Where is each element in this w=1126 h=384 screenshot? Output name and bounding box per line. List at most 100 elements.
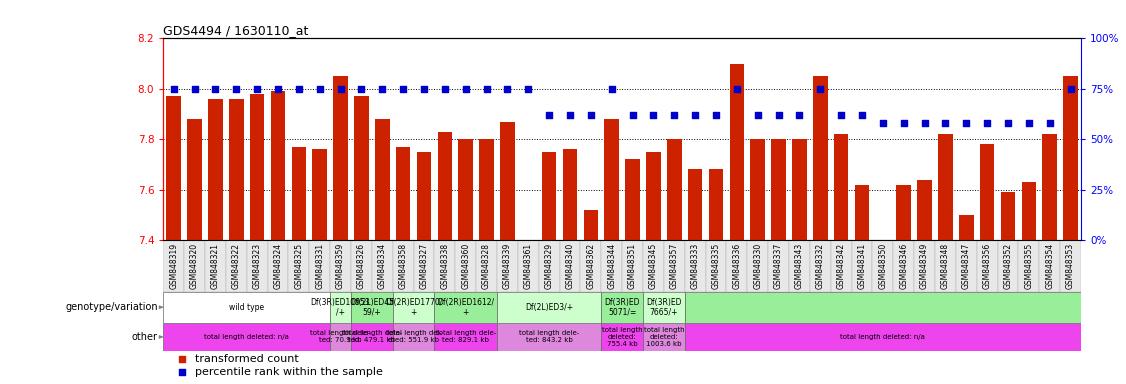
Bar [497,240,518,292]
Bar [813,76,828,240]
Bar [163,292,330,323]
Bar [706,240,726,292]
Text: total length dele-
ted: 843.2 kb: total length dele- ted: 843.2 kb [519,331,579,343]
Point [499,86,517,92]
Bar [580,240,601,292]
Bar [1043,134,1057,240]
Text: GSM848350: GSM848350 [878,243,887,289]
Bar [247,240,268,292]
Point [186,86,204,92]
Bar [393,292,435,323]
Bar [351,292,393,323]
Point [289,86,307,92]
Bar [393,323,435,351]
Point [686,112,704,118]
Text: genotype/variation: genotype/variation [65,302,158,312]
Point [172,356,190,362]
Text: transformed count: transformed count [196,354,300,364]
Text: GSM848332: GSM848332 [815,243,824,289]
Text: percentile rank within the sample: percentile rank within the sample [196,367,383,377]
Text: GSM848339: GSM848339 [503,243,512,289]
Text: GSM848353: GSM848353 [1066,243,1075,289]
Text: GSM848322: GSM848322 [232,243,241,289]
Text: total length
deleted:
755.4 kb: total length deleted: 755.4 kb [601,327,643,347]
Text: GSM848319: GSM848319 [169,243,178,289]
Bar [1060,240,1081,292]
Bar [750,139,765,240]
Point [957,120,975,126]
Bar [792,139,806,240]
Point [311,86,329,92]
Text: GSM848342: GSM848342 [837,243,846,289]
Bar [497,292,601,323]
Bar [685,240,706,292]
Text: GSM848323: GSM848323 [252,243,261,289]
Bar [270,91,285,240]
Bar [748,240,768,292]
Text: Df(3R)ED10953
/+: Df(3R)ED10953 /+ [311,298,370,317]
Text: GSM848336: GSM848336 [732,243,741,289]
Text: GSM848337: GSM848337 [774,243,783,289]
Bar [622,240,643,292]
Point [172,369,190,375]
Bar [497,323,601,351]
Text: total length dele-
ted: 70.9 kb: total length dele- ted: 70.9 kb [311,331,370,343]
Point [352,86,370,92]
Text: GSM848340: GSM848340 [565,243,574,289]
Bar [167,96,181,240]
Bar [708,169,723,240]
Bar [893,240,914,292]
Bar [310,240,330,292]
Bar [268,240,288,292]
Text: GSM848354: GSM848354 [1045,243,1054,289]
Point [769,112,787,118]
Bar [938,134,953,240]
Bar [163,240,185,292]
Text: GSM848349: GSM848349 [920,243,929,289]
Bar [976,240,998,292]
Text: GSM848333: GSM848333 [690,243,699,289]
Bar [646,152,661,240]
Point [790,112,808,118]
Text: GSM848345: GSM848345 [649,243,658,289]
Point [394,86,412,92]
Bar [500,122,515,240]
Bar [667,139,681,240]
Bar [226,240,247,292]
Text: GSM848348: GSM848348 [941,243,950,289]
Text: GSM848360: GSM848360 [462,243,471,289]
Text: GSM848347: GSM848347 [962,243,971,289]
Text: GSM848352: GSM848352 [1003,243,1012,289]
Bar [393,240,413,292]
Bar [330,240,351,292]
Text: total length deleted: n/a: total length deleted: n/a [204,334,289,340]
Text: GSM848346: GSM848346 [900,243,909,289]
Bar [834,134,848,240]
Text: GSM848334: GSM848334 [377,243,386,289]
Point [582,112,600,118]
Bar [560,240,580,292]
Bar [810,240,831,292]
Text: total length del-
eted: 551.9 kb: total length del- eted: 551.9 kb [385,331,441,343]
Text: GSM848327: GSM848327 [420,243,429,289]
Text: GSM848356: GSM848356 [983,243,992,289]
Bar [896,185,911,240]
Bar [413,240,435,292]
Bar [685,292,1081,323]
Bar [1039,240,1060,292]
Text: wild type: wild type [229,303,265,312]
Point [937,120,955,126]
Point [269,86,287,92]
Bar [312,149,327,240]
Text: Df(2L)ED3/+: Df(2L)ED3/+ [525,303,573,312]
Text: GSM848330: GSM848330 [753,243,762,289]
Text: GSM848329: GSM848329 [545,243,554,289]
Bar [998,240,1018,292]
Bar [583,210,598,240]
Bar [375,119,390,240]
Point [749,112,767,118]
Point [624,112,642,118]
Text: GSM848341: GSM848341 [858,243,867,289]
Point [707,112,725,118]
Point [227,86,245,92]
